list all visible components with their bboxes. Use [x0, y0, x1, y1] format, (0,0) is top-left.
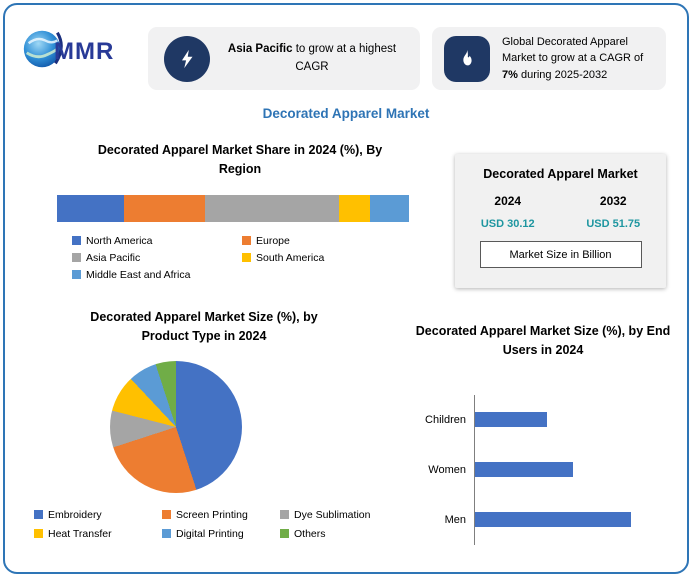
legend-swatch — [280, 510, 289, 520]
legend-swatch — [280, 529, 289, 539]
legend-label: Others — [294, 527, 326, 540]
market-card-title: Decorated Apparel Market — [483, 167, 638, 181]
legend-label: Asia Pacific — [86, 251, 141, 264]
flame-icon — [444, 35, 490, 82]
region-segment — [338, 194, 371, 222]
callout-global-cagr: Global Decorated Apparel Market to grow … — [432, 27, 666, 90]
callout-asia-pacific-bold: Asia Pacific — [227, 43, 293, 56]
pie-legend: Embroidery Screen Printing Dye Sublimation… — [34, 509, 374, 540]
logo-text: MMR — [54, 38, 115, 65]
legend-item: Screen Printing — [162, 509, 280, 521]
legend-swatch — [242, 253, 251, 263]
legend-item: Europe — [242, 235, 412, 247]
legend-item: North America — [72, 235, 242, 247]
market-unit-box: Market Size in Billion — [479, 241, 642, 268]
card-value-end: USD 51.75 — [586, 218, 641, 230]
card-values-row: USD 30.12 USD 51.75 — [455, 218, 666, 230]
callout-global-cagr-after: during 2025-2032 — [517, 68, 608, 81]
callout-global-cagr-before: Global Decorated Apparel Market to grow … — [502, 35, 644, 65]
legend-swatch — [162, 510, 171, 520]
region-segment — [57, 194, 124, 222]
region-segment — [204, 194, 339, 222]
callout-asia-pacific-text: Asia Pacific to grow at a highest CAGR — [224, 41, 400, 76]
callout-asia-pacific: Asia Pacific to grow at a highest CAGR — [148, 27, 420, 90]
hbar-label: Men — [444, 513, 466, 526]
legend-label: Europe — [256, 234, 290, 247]
hbar-row: Children — [410, 394, 638, 445]
legend-swatch — [72, 253, 81, 263]
callout-global-cagr-text: Global Decorated Apparel Market to grow … — [502, 34, 658, 84]
lightning-bolt-icon — [164, 35, 210, 82]
end-users-section: Decorated Apparel Market Size (%), by En… — [410, 322, 676, 545]
legend-item: Asia Pacific — [72, 252, 242, 264]
hbar-label: Women — [428, 463, 466, 476]
legend-item: Heat Transfer — [34, 528, 162, 540]
card-year-end: 2032 — [599, 194, 627, 208]
hbar — [475, 512, 632, 528]
region-legend: North America Europe Asia Pacific South Ame… — [72, 235, 440, 281]
market-size-card: Decorated Apparel Market 2024 2032 USD 3… — [455, 154, 666, 288]
hbar-row: Women — [410, 444, 638, 495]
legend-item: Dye Sublimation — [280, 509, 372, 521]
pie-chart-title: Decorated Apparel Market Size (%), by Pr… — [90, 310, 318, 344]
hbar-track — [474, 444, 638, 495]
region-share-section: Decorated Apparel Market Share in 2024 (… — [40, 141, 440, 281]
product-type-section: Decorated Apparel Market Size (%), by Pr… — [34, 308, 374, 540]
legend-label: Heat Transfer — [48, 527, 112, 540]
card-value-start: USD 30.12 — [480, 218, 535, 230]
endusers-chart-title: Decorated Apparel Market Size (%), by En… — [415, 324, 671, 358]
endusers-bars: Children Women Men — [410, 394, 638, 545]
legend-item: Middle East and Africa — [72, 269, 242, 281]
card-year-start: 2024 — [494, 194, 522, 208]
legend-label: South America — [256, 251, 325, 264]
legend-label: Middle East and Africa — [86, 268, 191, 281]
page-title: Decorated Apparel Market — [262, 106, 430, 121]
hbar-track — [474, 494, 638, 545]
legend-item: Digital Printing — [162, 528, 280, 540]
region-chart-title: Decorated Apparel Market Share in 2024 (… — [97, 143, 383, 177]
legend-item: South America — [242, 252, 412, 264]
hbar — [475, 412, 547, 428]
hbar-row: Men — [410, 494, 638, 545]
legend-label: Screen Printing — [176, 508, 248, 521]
region-segment — [123, 194, 205, 222]
legend-swatch — [34, 510, 43, 520]
legend-swatch — [34, 529, 43, 539]
globe-icon — [20, 26, 66, 77]
legend-swatch — [242, 236, 251, 246]
legend-swatch — [162, 529, 171, 539]
legend-label: Digital Printing — [176, 527, 244, 540]
product-pie-chart — [110, 360, 242, 493]
mmr-logo: MMR — [20, 26, 114, 77]
legend-label: Dye Sublimation — [294, 508, 371, 521]
hbar — [475, 462, 573, 478]
legend-swatch — [72, 270, 81, 280]
legend-label: North America — [86, 234, 153, 247]
legend-item: Others — [280, 528, 372, 540]
legend-swatch — [72, 236, 81, 246]
hbar-track — [474, 394, 638, 445]
hbar-label: Children — [425, 413, 466, 426]
legend-label: Embroidery — [48, 508, 102, 521]
card-years-row: 2024 2032 — [455, 194, 666, 208]
region-stacked-bar — [57, 194, 409, 222]
callout-global-cagr-bold: 7% — [502, 68, 518, 81]
legend-item: Embroidery — [34, 509, 162, 521]
callout-asia-pacific-rest: to grow at a highest CAGR — [292, 43, 397, 73]
region-segment — [370, 194, 409, 222]
